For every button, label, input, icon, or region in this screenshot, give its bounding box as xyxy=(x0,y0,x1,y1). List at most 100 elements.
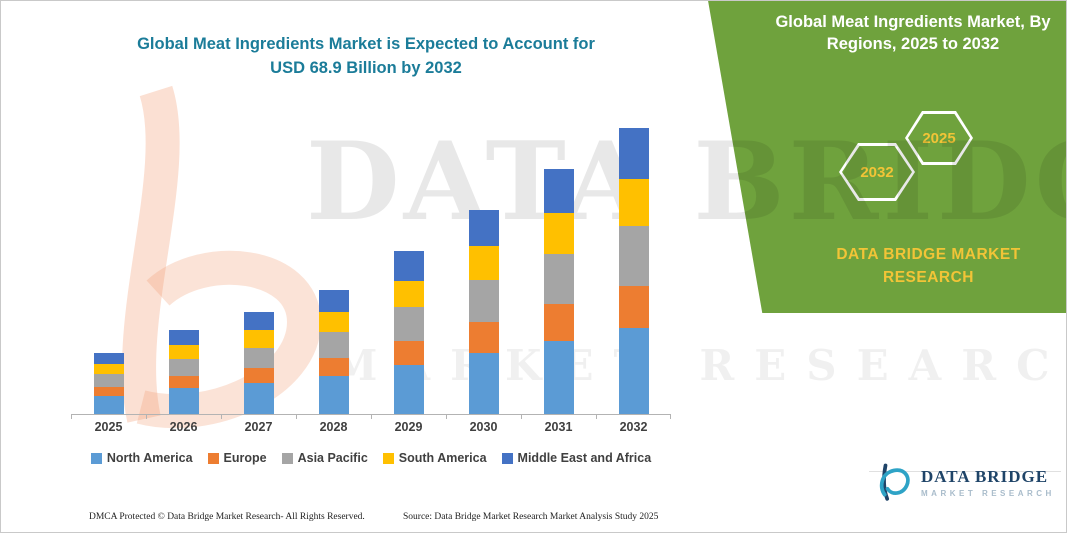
x-axis-tick xyxy=(670,415,671,419)
chart-title: Global Meat Ingredients Market is Expect… xyxy=(86,33,646,81)
x-axis-label-2026: 2026 xyxy=(169,420,198,434)
bar-segment-2028 xyxy=(318,332,349,359)
company-name: DATA BRIDGE xyxy=(921,466,1049,486)
side-panel-brand-line1: DATA BRIDGE MARKET xyxy=(836,246,1021,263)
bar-segment-2025 xyxy=(93,352,124,364)
data-bridge-b-icon xyxy=(879,463,910,501)
bar-segment-2025 xyxy=(93,374,124,387)
bar-segment-2031 xyxy=(543,168,574,213)
bar-segment-2027 xyxy=(243,330,274,348)
bar-segment-2028 xyxy=(318,358,349,377)
bar-segment-2030 xyxy=(468,280,499,322)
bar-segment-2026 xyxy=(168,329,199,346)
x-axis-labels: 2025 2026 2027 2028 2029 2030 2031 2032 xyxy=(71,420,671,434)
x-axis-tick xyxy=(446,415,447,419)
bar-segment-2029 xyxy=(393,340,424,366)
legend-swatch-icon xyxy=(207,452,219,464)
legend-swatch-icon xyxy=(90,452,102,464)
bar-segment-2030 xyxy=(468,321,499,353)
x-axis-tick xyxy=(596,415,597,419)
bar-segment-2032 xyxy=(618,128,649,180)
bar-segment-2028 xyxy=(318,376,349,414)
x-axis-label-2029: 2029 xyxy=(394,420,423,434)
bar-column-2029 xyxy=(371,103,446,414)
x-axis-label-2027: 2027 xyxy=(244,420,273,434)
bar-segment-2029 xyxy=(393,365,424,414)
side-panel-brand-line2: RESEARCH xyxy=(883,269,974,287)
bar-stack-2029 xyxy=(393,251,424,414)
legend-label: North America xyxy=(106,451,193,465)
x-axis-tick xyxy=(71,415,72,419)
bar-segment-2027 xyxy=(243,312,274,331)
bar-segment-2030 xyxy=(468,209,499,247)
bar-segment-2028 xyxy=(318,289,349,313)
hexagon-badge-2032: 2032 xyxy=(839,143,915,201)
legend-swatch-icon xyxy=(501,452,513,464)
x-axis-label-2030: 2030 xyxy=(469,420,498,434)
chart-legend: North America Europe Asia Pacific South Ame… xyxy=(71,451,671,465)
bar-segment-2027 xyxy=(243,383,274,414)
legend-label: Asia Pacific xyxy=(297,451,368,465)
bar-segment-2032 xyxy=(618,179,649,227)
legend-item: Europe xyxy=(207,451,267,465)
bar-segment-2031 xyxy=(543,303,574,341)
logo-divider-line xyxy=(869,471,1061,472)
bar-stack-2028 xyxy=(318,289,349,414)
bar-stack-2026 xyxy=(168,329,199,414)
side-panel: Global Meat Ingredients Market, By Regio… xyxy=(708,1,1066,313)
bar-segment-2027 xyxy=(243,347,274,369)
bar-stack-2025 xyxy=(93,352,124,414)
x-axis-label-2025: 2025 xyxy=(94,420,123,434)
hexagon-2025-label: 2025 xyxy=(908,114,970,162)
source-note: Source: Data Bridge Market Research Mark… xyxy=(403,512,659,522)
bar-column-2026 xyxy=(146,103,221,414)
x-axis-tick xyxy=(371,415,372,419)
x-axis-tick xyxy=(521,415,522,419)
x-axis-tick xyxy=(221,415,222,419)
x-axis-tick xyxy=(296,415,297,419)
bar-segment-2026 xyxy=(168,388,199,414)
bar-chart: 2025 2026 2027 2028 2029 2030 2031 2032 North A… xyxy=(71,103,671,465)
company-subtitle: MARKET RESEARCH xyxy=(921,489,1055,499)
x-axis-label-2028: 2028 xyxy=(319,420,348,434)
bar-segment-2030 xyxy=(468,246,499,281)
bar-stack-2027 xyxy=(243,312,274,414)
bar-segment-2032 xyxy=(618,285,649,329)
hexagon-badge-2025: 2025 xyxy=(905,111,973,165)
legend-item: North America xyxy=(90,451,193,465)
bar-segment-2028 xyxy=(318,312,349,333)
bar-column-2031 xyxy=(521,103,596,414)
bar-column-2028 xyxy=(296,103,371,414)
bar-stack-2031 xyxy=(543,168,574,414)
bar-segment-2032 xyxy=(618,226,649,286)
bar-segment-2025 xyxy=(93,395,124,414)
bar-segment-2031 xyxy=(543,340,574,414)
legend-item: South America xyxy=(382,451,487,465)
bar-segment-2027 xyxy=(243,368,274,384)
chart-title-line2: USD 68.9 Billion by 2032 xyxy=(270,58,462,77)
bar-segment-2032 xyxy=(618,328,649,414)
side-panel-title: Global Meat Ingredients Market, By Regio… xyxy=(775,13,1051,54)
legend-item: Asia Pacific xyxy=(281,451,368,465)
legend-item: Middle East and Africa xyxy=(501,451,652,465)
dmca-notice: DMCA Protected © Data Bridge Market Rese… xyxy=(89,512,365,522)
x-axis-tick xyxy=(146,415,147,419)
bar-segment-2029 xyxy=(393,280,424,308)
bar-column-2032 xyxy=(596,103,671,414)
bar-column-2027 xyxy=(221,103,296,414)
bar-segment-2031 xyxy=(543,253,574,304)
chart-title-line1: Global Meat Ingredients Market is Expect… xyxy=(137,35,595,53)
bar-segment-2025 xyxy=(93,363,124,375)
company-logo: DATA BRIDGE MARKET RESEARCH xyxy=(873,463,1055,503)
legend-swatch-icon xyxy=(281,452,293,464)
bar-segment-2026 xyxy=(168,345,199,359)
legend-label: Middle East and Africa xyxy=(517,451,652,465)
legend-label: Europe xyxy=(223,451,267,465)
bar-stack-2030 xyxy=(468,209,499,414)
side-panel-brand: DATA BRIDGE MARKET RESEARCH xyxy=(796,243,1061,290)
plot-area xyxy=(71,103,671,419)
x-axis-label-2031: 2031 xyxy=(544,420,573,434)
legend-label: South America xyxy=(398,451,487,465)
bar-segment-2029 xyxy=(393,251,424,281)
